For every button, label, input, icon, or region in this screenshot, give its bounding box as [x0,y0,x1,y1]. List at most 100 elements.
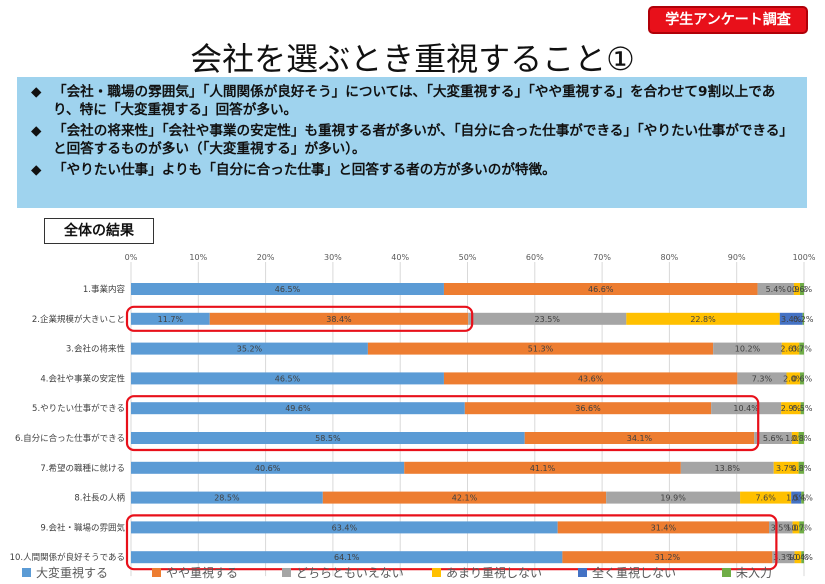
legend-swatch [152,568,161,577]
data-label: 36.6% [575,404,601,413]
data-label: 1.0% [785,434,806,443]
data-label: 2.9% [781,404,802,413]
x-tick-label: 20% [257,253,275,262]
highlight-box [125,305,474,332]
bar-segment [606,491,741,504]
data-label: 46.5% [275,374,301,383]
data-label: 3.3% [773,553,794,562]
bar-segment [772,551,795,564]
bar-segment [443,372,738,385]
data-label: 28.5% [214,494,240,503]
data-label: 46.6% [588,285,614,294]
bar-segment [562,551,773,564]
bar-segment [131,283,444,295]
data-label: 49.6% [285,404,311,413]
legend-label: あまり重視しない [446,565,542,580]
bar-segment [802,312,804,325]
bar-segment [367,342,714,355]
bar-segment [468,312,627,325]
stacked-bar-chart: 0% 10% 20% 30% 40% 50% 60% 70% 80% 90% 100% 1.事業内容 4… [10,253,816,580]
x-tick-label: 70% [593,253,611,262]
bar-segment [792,521,800,534]
legend-swatch [432,568,441,577]
bar-segment [754,432,792,444]
legend-swatch [22,568,31,577]
bar-segment [131,432,525,444]
bar-segment [209,312,469,325]
x-tick-label: 60% [526,253,544,262]
data-label: 51.3% [528,345,554,354]
bar-segment [131,372,444,385]
summary-text: 「会社・職場の雰囲気」「人間関係が良好そう」については、「大変重視する」「やや重… [53,84,776,118]
legend-label: 全く重視しない [592,565,676,580]
highlight-box [125,395,760,452]
data-label: 64.1% [334,553,360,562]
data-label: 7.6% [755,494,776,503]
data-label: 3.7% [776,464,797,473]
data-label: 42.1% [452,494,478,503]
bar-segment [801,491,804,504]
bar-segment [801,551,804,564]
data-label: 5.6% [763,434,784,443]
data-label: 0.7% [791,345,812,354]
data-label: 13.8% [715,464,741,473]
legend-swatch [722,568,731,577]
bar-segment [786,372,800,385]
data-label: 31.2% [655,553,681,562]
data-label: 0.4% [792,553,813,562]
section-label: 全体の結果 [44,218,154,244]
data-label: 0.8% [791,464,812,473]
summary-text: 「会社の将来性」「会社や事業の安定性」も重視する者が多いが、「自分に合った仕事が… [53,123,794,157]
category-label: 1.事業内容 [83,284,126,295]
x-tick-label: 90% [728,253,746,262]
data-label: 38.4% [326,315,352,324]
bar-segment [131,312,210,325]
summary-bullet: ◆ 「会社の将来性」「会社や事業の安定性」も重視する者が多いが、「自分に合った仕… [31,122,797,158]
page-title: 会社を選ぶとき重視すること① [190,40,635,78]
data-label: 5.4% [766,285,787,294]
data-label: 0.7% [791,523,812,532]
x-tick-label: 10% [189,253,207,262]
x-tick-label: 0% [125,253,138,262]
bar-segment [131,461,405,474]
bar-segment [322,491,607,504]
bar-segment [779,312,803,325]
data-label: 11.7% [158,315,184,324]
data-label: 0.6% [792,374,813,383]
diamond-bullet-icon: ◆ [31,162,42,178]
data-label: 34.1% [627,434,653,443]
data-label: 0.8% [791,434,812,443]
diamond-bullet-icon: ◆ [31,84,42,100]
legend-label: どちらともいえない [296,566,404,580]
category-label: 3.会社の将来性 [66,344,126,355]
bar-segment [740,491,792,504]
bar-segment [791,432,799,444]
bar-segment [799,521,804,534]
category-label: 7.希望の職種に就ける [40,463,125,474]
survey-badge: 学生アンケート調査 [648,6,808,34]
legend-label: やや重視する [166,565,238,580]
data-label: 0.5% [792,404,813,413]
data-label: 19.9% [660,494,686,503]
bar-segment [131,491,323,504]
bar-segment [737,372,787,385]
data-label: 41.1% [530,464,556,473]
data-label: 58.5% [315,434,341,443]
data-label: 35.2% [237,345,263,354]
data-label: 10.4% [733,404,759,413]
x-tick-label: 100% [793,253,816,262]
category-label: 8.社長の人柄 [74,493,125,504]
bar-segment [781,402,801,415]
category-label: 9.会社・職場の雰囲気 [40,522,125,533]
data-label: 0.9% [787,285,808,294]
data-label: 40.6% [255,464,281,473]
summary-box: ◆ 「会社・職場の雰囲気」「人間関係が良好そう」については、「大変重視する」「や… [17,77,807,208]
bar-segment [131,551,563,564]
data-label: 7.3% [752,374,773,383]
legend-label: 未入力 [736,566,772,580]
data-label: 2.6% [780,345,801,354]
category-label: 4.会社や事業の安定性 [40,373,125,384]
bar-segment [131,402,465,415]
summary-bullet: ◆ 「会社・職場の雰囲気」「人間関係が良好そう」については、「大変重視する」「や… [31,83,797,119]
bar-segment [794,551,802,564]
